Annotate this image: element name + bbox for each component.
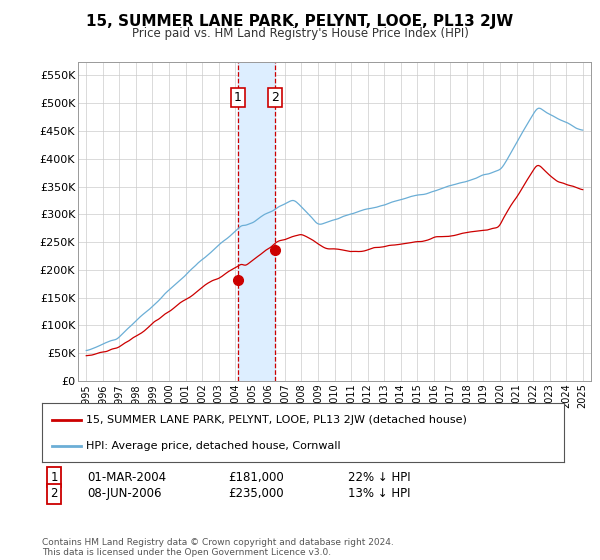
Text: £181,000: £181,000: [228, 470, 284, 484]
Text: 15, SUMMER LANE PARK, PELYNT, LOOE, PL13 2JW (detached house): 15, SUMMER LANE PARK, PELYNT, LOOE, PL13…: [86, 414, 467, 424]
Text: 13% ↓ HPI: 13% ↓ HPI: [348, 487, 410, 501]
Text: 1: 1: [234, 91, 242, 104]
Text: £235,000: £235,000: [228, 487, 284, 501]
Text: Price paid vs. HM Land Registry's House Price Index (HPI): Price paid vs. HM Land Registry's House …: [131, 27, 469, 40]
Bar: [238, 62, 275, 381]
Text: HPI: Average price, detached house, Cornwall: HPI: Average price, detached house, Corn…: [86, 441, 341, 451]
Text: 22% ↓ HPI: 22% ↓ HPI: [348, 470, 410, 484]
Text: 08-JUN-2006: 08-JUN-2006: [87, 487, 161, 501]
Text: 2: 2: [271, 91, 279, 104]
Text: 2: 2: [50, 487, 58, 501]
Text: 1: 1: [50, 470, 58, 484]
Text: 01-MAR-2004: 01-MAR-2004: [87, 470, 166, 484]
Text: 15, SUMMER LANE PARK, PELYNT, LOOE, PL13 2JW: 15, SUMMER LANE PARK, PELYNT, LOOE, PL13…: [86, 14, 514, 29]
Text: Contains HM Land Registry data © Crown copyright and database right 2024.
This d: Contains HM Land Registry data © Crown c…: [42, 538, 394, 557]
